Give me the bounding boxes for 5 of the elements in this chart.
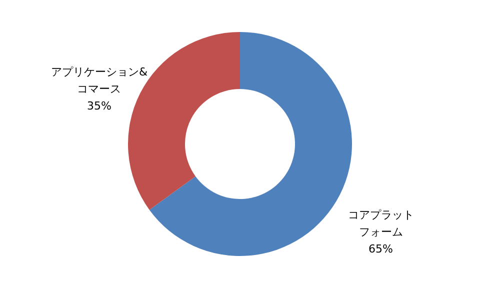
data-label: 35% <box>86 99 112 112</box>
slice-label: アプリケーション&コマース <box>50 65 148 96</box>
data-label: 65% <box>368 242 394 256</box>
slice-label: コアプラットフォーム <box>348 208 414 239</box>
donut-slice <box>128 32 240 210</box>
